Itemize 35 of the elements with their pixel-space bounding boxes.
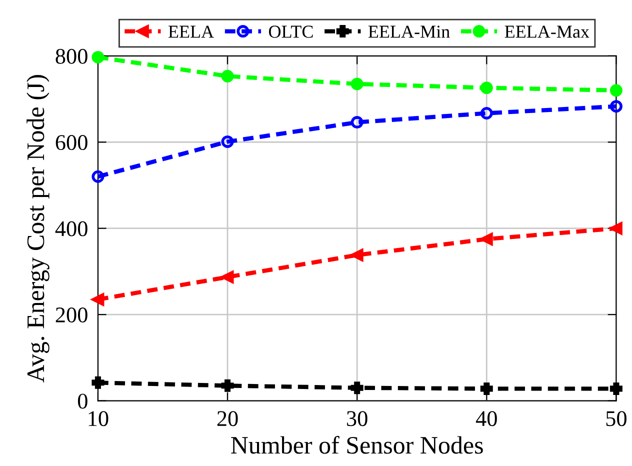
point xyxy=(610,84,622,97)
y-tick-label: 600 xyxy=(56,135,88,150)
legend-label: EELA xyxy=(168,26,214,38)
point xyxy=(350,248,364,262)
point xyxy=(480,382,493,395)
legend-label: OLTC xyxy=(268,26,313,38)
point xyxy=(610,100,622,113)
legend-label: EELA-Min xyxy=(368,26,450,38)
point xyxy=(350,116,364,129)
point xyxy=(221,379,234,392)
point xyxy=(221,135,234,148)
point xyxy=(480,82,493,94)
x-tick-label: 40 xyxy=(476,411,497,426)
y-tick-label: 800 xyxy=(56,48,88,64)
point xyxy=(221,270,234,284)
point xyxy=(610,382,622,395)
x-tick-label: 10 xyxy=(88,411,108,426)
y-tick-label: 400 xyxy=(55,221,88,236)
point xyxy=(350,382,364,394)
x-tick-label: 20 xyxy=(217,411,238,426)
y-tick-label: 0 xyxy=(78,394,88,409)
point xyxy=(480,232,493,246)
point xyxy=(92,293,104,306)
point xyxy=(92,170,104,183)
point xyxy=(610,222,622,235)
legend-label: EELA-Max xyxy=(504,26,590,38)
point xyxy=(350,78,364,90)
x-axis-title: Number of Sensor Nodes xyxy=(231,436,483,454)
point xyxy=(92,376,104,389)
x-tick-label: 30 xyxy=(347,411,368,426)
point xyxy=(480,107,493,120)
x-tick-label: 50 xyxy=(606,411,626,426)
y-axis-title: Avg. Energy Cost per Node (J) xyxy=(26,75,50,382)
y-tick-label: 200 xyxy=(56,307,88,322)
point xyxy=(221,70,234,82)
